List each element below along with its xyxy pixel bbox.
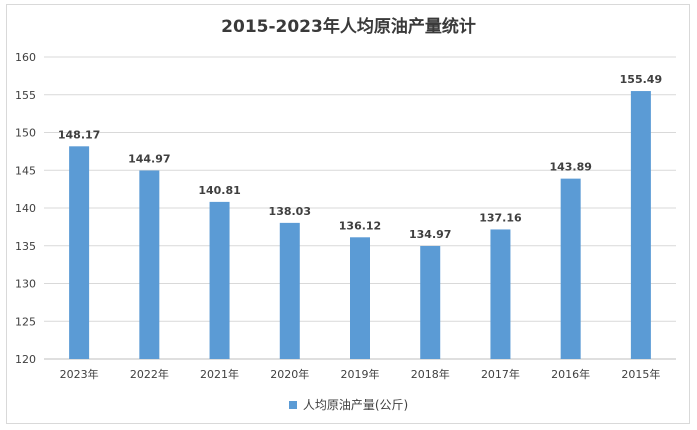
bar [209, 201, 230, 359]
legend-label: 人均原油产量(公斤) [302, 398, 409, 412]
legend: 人均原油产量(公斤) [0, 396, 697, 413]
x-tick-label: 2015年 [621, 367, 660, 381]
y-tick-label: 145 [15, 164, 36, 177]
data-label: 138.03 [269, 205, 311, 218]
bar [350, 237, 370, 359]
bar [490, 229, 511, 359]
x-tick-label: 2018年 [411, 367, 450, 381]
data-label: 136.12 [339, 219, 381, 232]
y-tick-label: 140 [15, 202, 36, 215]
x-tick-label: 2022年 [130, 367, 169, 381]
bar [279, 222, 300, 359]
x-tick-label: 2023年 [60, 367, 99, 381]
bar [420, 245, 441, 359]
data-label: 140.81 [198, 184, 240, 197]
x-tick-label: 2019年 [341, 367, 380, 381]
y-tick-label: 130 [15, 278, 36, 291]
bar [139, 170, 160, 359]
data-label: 155.49 [620, 73, 662, 86]
data-label: 134.97 [409, 228, 451, 241]
y-tick-label: 120 [15, 353, 36, 366]
chart-title: 2015-2023年人均原油产量统计 [221, 17, 476, 37]
x-tick-label: 2017年 [481, 367, 520, 381]
data-label: 143.89 [549, 161, 591, 174]
bar [560, 178, 581, 359]
legend-swatch [288, 400, 297, 409]
bar [630, 91, 651, 359]
x-tick-label: 2021年 [200, 367, 239, 381]
y-tick-label: 150 [15, 127, 36, 140]
data-label: 144.97 [128, 152, 170, 165]
x-tick-label: 2020年 [270, 367, 309, 381]
data-label: 148.17 [58, 128, 100, 141]
y-tick-label: 135 [15, 240, 36, 253]
y-tick-label: 155 [15, 89, 36, 102]
data-label: 137.16 [479, 211, 522, 224]
y-tick-label: 125 [15, 315, 36, 328]
bar [69, 146, 90, 359]
y-tick-label: 160 [15, 51, 36, 64]
x-tick-label: 2016年 [551, 367, 590, 381]
